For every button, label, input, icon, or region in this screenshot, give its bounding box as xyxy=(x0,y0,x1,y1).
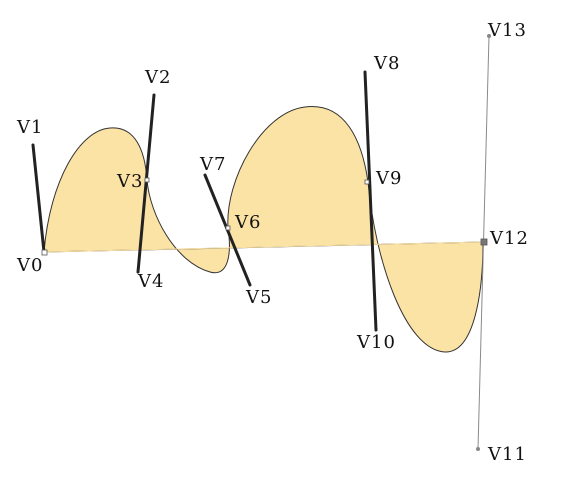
point-v3[interactable] xyxy=(144,177,150,183)
filled-curve-region xyxy=(43,106,484,353)
point-v12[interactable] xyxy=(480,238,488,246)
point-v11[interactable] xyxy=(476,447,480,451)
point-v0[interactable] xyxy=(41,249,48,256)
label-v8: V8 xyxy=(373,53,400,74)
label-v5: V5 xyxy=(245,287,272,308)
point-v9[interactable] xyxy=(364,179,370,185)
label-v7: V7 xyxy=(199,154,226,175)
handle-v2-v4[interactable] xyxy=(136,93,156,274)
label-v2: V2 xyxy=(144,67,171,88)
label-v0: V0 xyxy=(16,255,43,276)
label-v3: V3 xyxy=(116,171,143,192)
label-v12: V12 xyxy=(489,228,529,249)
handle-v0-v1[interactable] xyxy=(31,143,46,254)
label-v6: V6 xyxy=(234,212,261,233)
baseline-edge xyxy=(43,241,484,253)
label-v4: V4 xyxy=(137,271,164,292)
label-v9: V9 xyxy=(375,168,402,189)
point-v6[interactable] xyxy=(225,225,231,231)
handle-v8-v10[interactable] xyxy=(363,70,378,332)
point-v13[interactable] xyxy=(487,34,491,38)
label-v1: V1 xyxy=(16,117,43,138)
label-v13: V13 xyxy=(487,20,527,41)
label-v11: V11 xyxy=(487,444,527,465)
label-v10: V10 xyxy=(356,332,396,353)
